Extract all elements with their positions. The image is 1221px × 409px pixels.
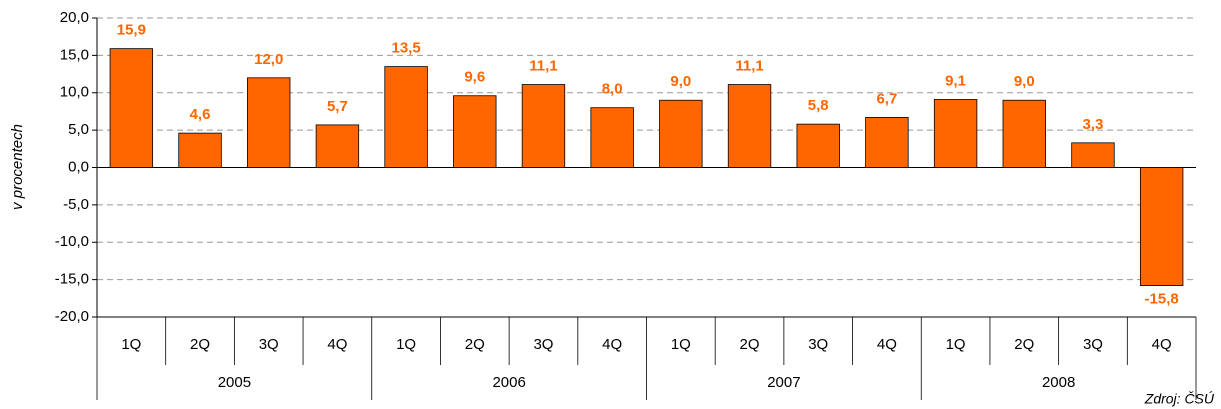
value-label: 11,1 [735,57,763,74]
bar [659,99,703,168]
y-tick-label: 20,0 [60,9,89,26]
bar [315,124,360,168]
group-label: 2006 [492,374,525,391]
y-tick-label: -10,0 [55,233,89,250]
x-tick-label: 4Q [602,336,622,353]
bar [727,84,772,168]
x-tick-label: 3Q [259,336,279,353]
value-label: 9,6 [464,69,485,86]
value-label: 12,0 [254,51,283,68]
group-label: 2008 [1042,374,1075,391]
x-tick-label: 1Q [671,336,691,353]
bar [384,66,428,168]
bar [521,84,566,168]
y-tick-label: 0,0 [68,158,89,175]
bar [178,132,222,168]
bar [1002,99,1046,168]
bar [247,77,291,168]
x-tick-label: 1Q [121,336,141,353]
x-tick-label: 1Q [946,336,966,353]
value-label: 9,1 [945,72,966,89]
bar [865,117,909,168]
value-label: 11,1 [529,57,557,74]
value-label: -15,8 [1145,291,1179,308]
value-label: 9,0 [670,73,691,90]
bar [590,107,634,168]
x-tick-label: 3Q [808,336,828,353]
value-label: 8,0 [602,81,623,98]
group-label: 2007 [767,374,800,391]
y-tick-label: 10,0 [60,84,89,101]
y-tick-label: 5,0 [68,121,89,138]
y-tick-label: -5,0 [63,196,89,213]
y-tick-label: -15,0 [55,271,89,288]
x-tick-label: 2Q [1014,336,1034,353]
group-label: 2005 [218,374,251,391]
value-label: 5,7 [327,98,348,115]
bar [109,48,154,168]
x-tick-label: 2Q [190,336,210,353]
value-label: 13,5 [391,40,420,57]
x-tick-label: 4Q [1152,336,1172,353]
value-label: 3,3 [1083,116,1104,133]
bar [933,99,978,168]
x-tick-label: 3Q [1083,336,1103,353]
source-note: Zdroj: ČSÚ [1144,391,1215,407]
x-tick-label: 2Q [740,336,760,353]
value-label: 9,0 [1014,73,1035,90]
bar [453,95,497,168]
x-tick-label: 4Q [327,336,347,353]
bar [1071,142,1115,168]
x-tick-label: 4Q [877,336,897,353]
x-tick-label: 2Q [465,336,485,353]
value-label: 6,7 [876,90,897,107]
bar [796,123,840,168]
bar [1139,167,1184,287]
value-label: 5,8 [808,97,829,114]
value-label: 4,6 [190,106,211,123]
x-tick-label: 3Q [533,336,553,353]
y-axis-label: v procentech [9,124,26,210]
y-tick-label: -20,0 [55,308,89,325]
x-tick-label: 1Q [396,336,416,353]
y-tick-label: 15,0 [60,46,89,63]
value-label: 15,9 [117,22,146,39]
